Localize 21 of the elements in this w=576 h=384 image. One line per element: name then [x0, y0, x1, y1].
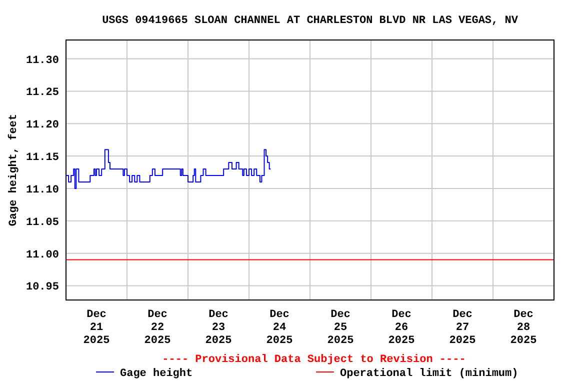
chart-title: USGS 09419665 SLOAN CHANNEL AT CHARLESTON BLVD NR LAS VEGAS, NV [102, 15, 518, 27]
x-tick-label: Dec 27 2025 [449, 309, 476, 347]
x-tick-label: Dec 22 2025 [144, 309, 172, 347]
x-tick-label: Dec 23 2025 [205, 309, 232, 347]
x-tick-label: Dec 28 2025 [510, 309, 538, 347]
y-tick-label: 11.15 [26, 152, 60, 164]
y-tick-label: 11.05 [26, 216, 60, 229]
y-tick-label: 11.00 [26, 249, 59, 262]
x-tick-label: Dec 21 2025 [83, 309, 110, 347]
y-tick-label: 11.30 [26, 54, 59, 67]
y-tick-label: 10.95 [26, 282, 60, 294]
y-tick-label: 11.25 [26, 87, 60, 100]
x-tick-label: Dec 25 2025 [327, 309, 354, 347]
text: ---- Provisional Data Subject to Revision ---- [162, 354, 466, 366]
y-tick-label: 11.10 [26, 184, 59, 196]
x-tick-label: Dec 24 2025 [266, 309, 294, 347]
y-tick-label: 11.20 [26, 120, 59, 132]
y-axis-title: Gage height, feet [7, 114, 20, 226]
x-tick-label: Dec 26 2025 [388, 309, 416, 347]
legend-label: Operational limit (minimum) [340, 368, 518, 380]
legend-label: Gage height [120, 368, 193, 380]
